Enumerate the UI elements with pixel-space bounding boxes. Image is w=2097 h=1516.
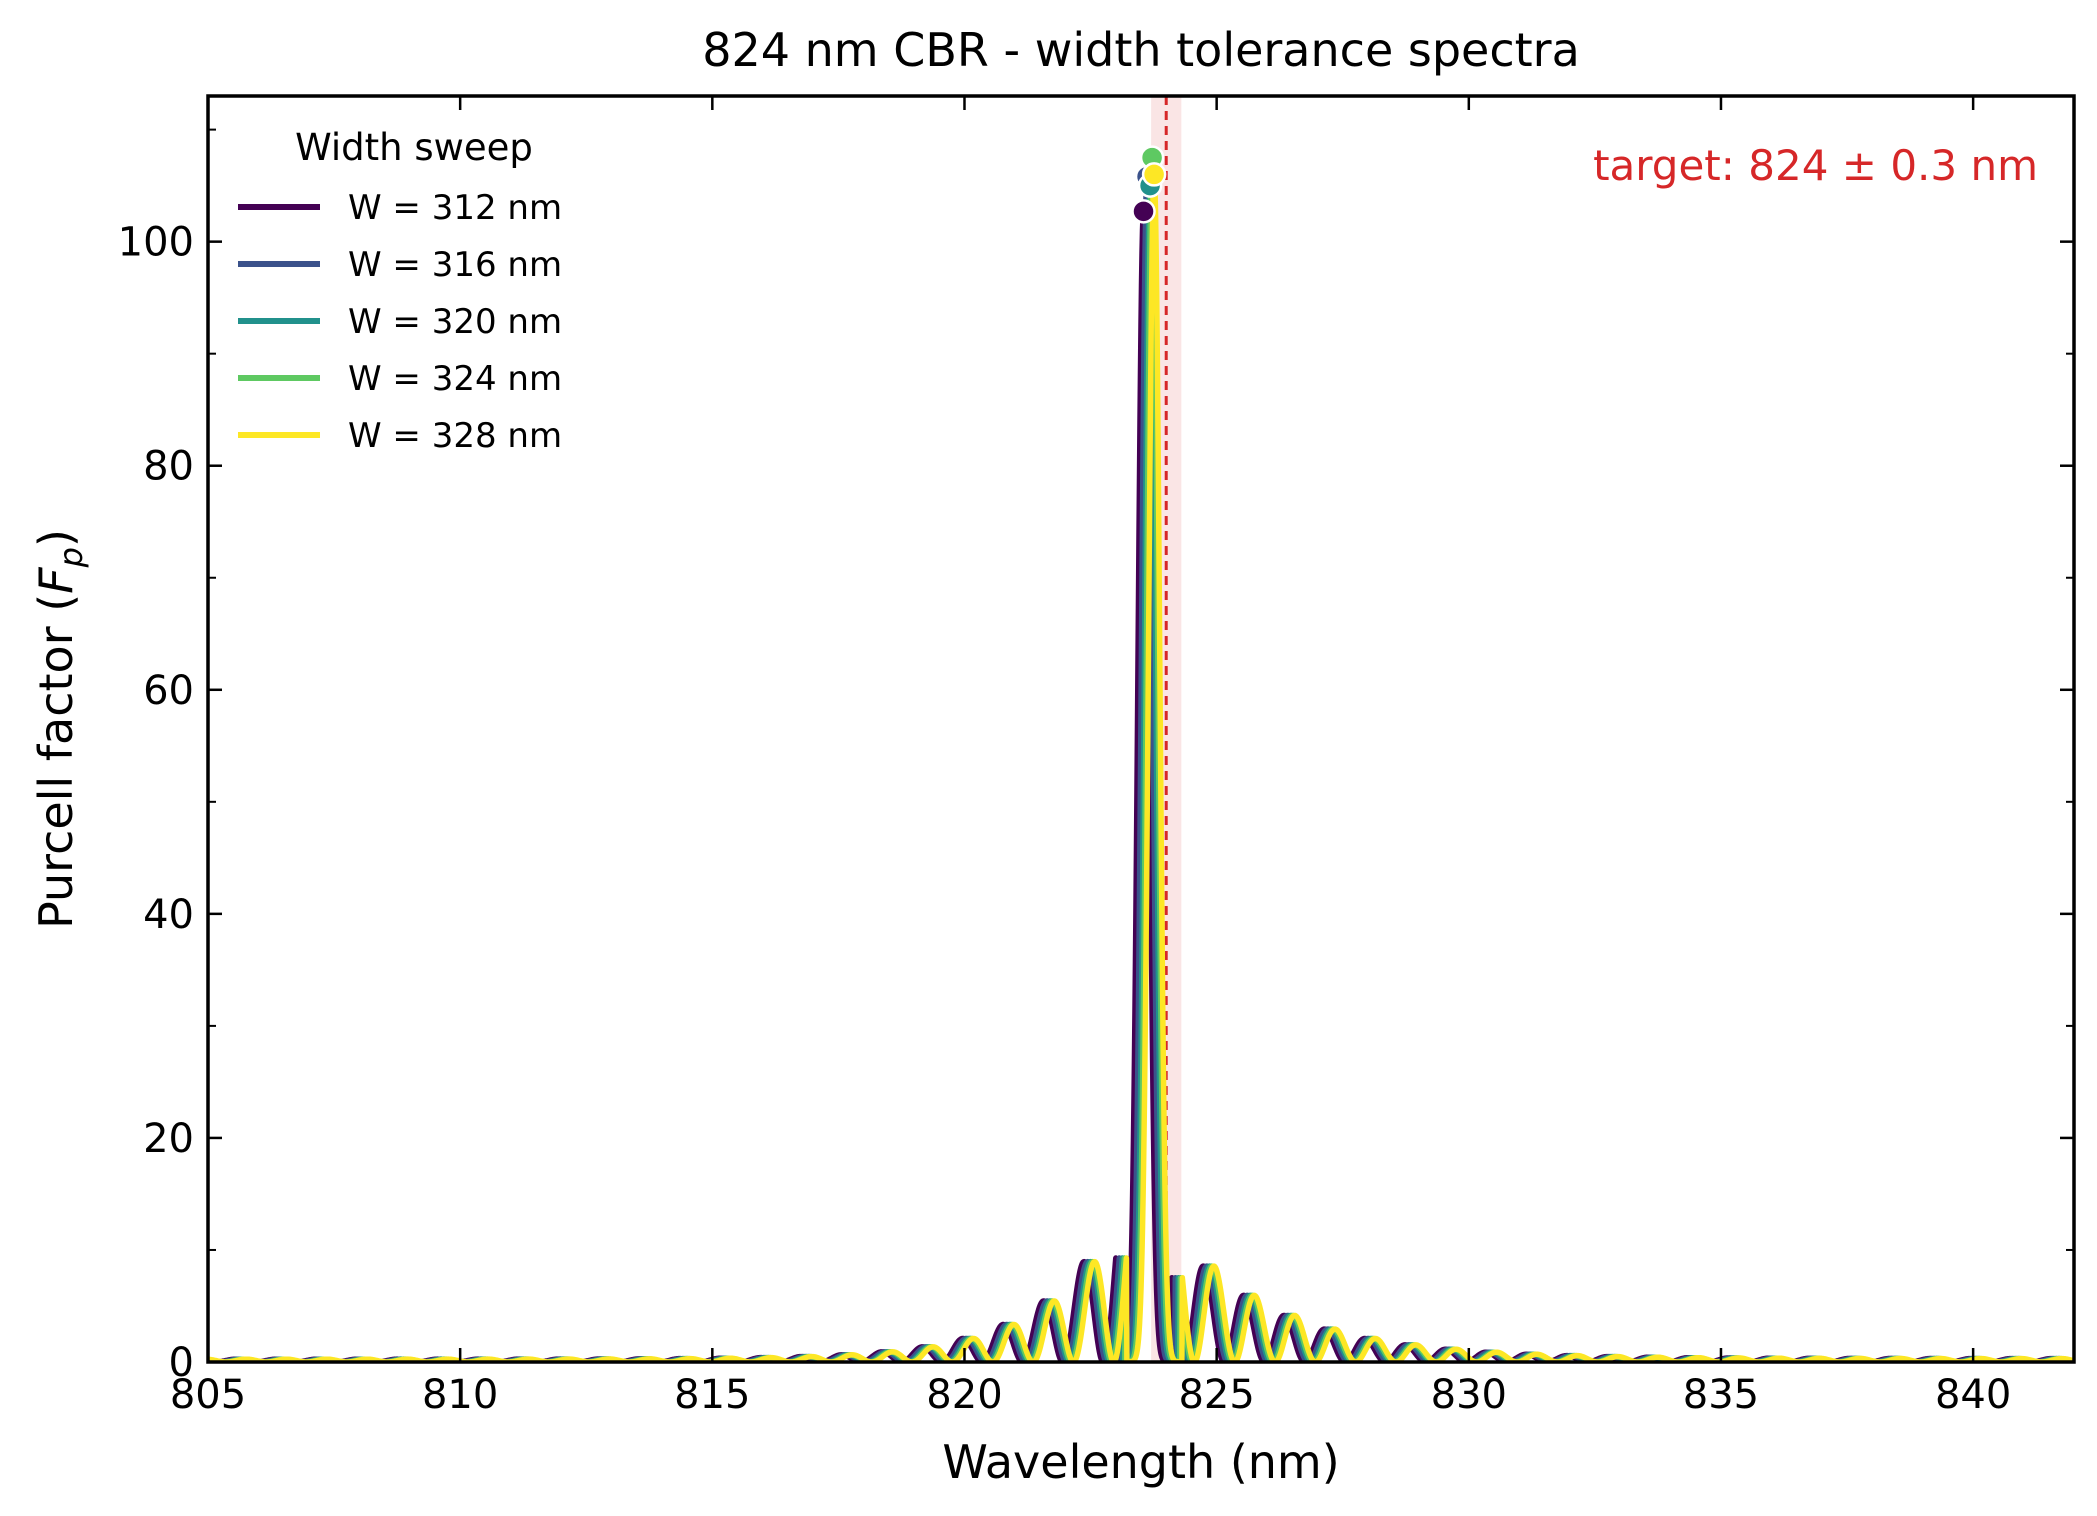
y-axis-label-subscript: p: [52, 547, 90, 568]
target-annotation: target: 824 ± 0.3 nm: [1593, 141, 2038, 190]
y-axis-label-main: Purcell factor (: [29, 594, 83, 929]
legend-label-2: W = 320 nm: [348, 302, 562, 342]
plot-frame: [206, 94, 2076, 1364]
y-axis-label-close: ): [29, 529, 83, 547]
y-axis-label-symbol: F: [29, 567, 83, 594]
legend-label-3: W = 324 nm: [348, 359, 562, 399]
legend: Width sweep W = 312 nm W = 316 nm W = 320 …: [238, 126, 562, 456]
x-tick-label: 825: [1178, 1372, 1254, 1418]
x-tick-label: 810: [422, 1372, 498, 1418]
y-tick-label: 20: [143, 1116, 194, 1162]
chart-title: 824 nm CBR - width tolerance spectra: [702, 23, 1580, 77]
x-axis-label: Wavelength (nm): [942, 1435, 1339, 1489]
x-tick-label: 805: [170, 1372, 246, 1418]
y-tick-label: 100: [118, 220, 194, 266]
legend-label-4: W = 328 nm: [348, 416, 562, 456]
x-tick-label: 840: [1935, 1372, 2011, 1418]
y-tick-label: 60: [143, 668, 194, 714]
peak-marker-0: [1131, 199, 1156, 224]
x-tick-label: 820: [926, 1372, 1002, 1418]
legend-label-1: W = 316 nm: [348, 245, 562, 285]
y-tick-label: 0: [169, 1340, 194, 1386]
y-axis-label: Purcell factor (Fp): [29, 529, 90, 929]
x-tick-label: 830: [1431, 1372, 1507, 1418]
peak-marker-4: [1141, 162, 1167, 187]
x-tick-label: 815: [674, 1372, 750, 1418]
y-tick-label: 40: [143, 892, 194, 938]
legend-title: Width sweep: [295, 126, 533, 169]
x-tick-label: 835: [1683, 1372, 1759, 1418]
y-tick-label: 80: [143, 444, 194, 490]
legend-label-0: W = 312 nm: [348, 188, 562, 228]
